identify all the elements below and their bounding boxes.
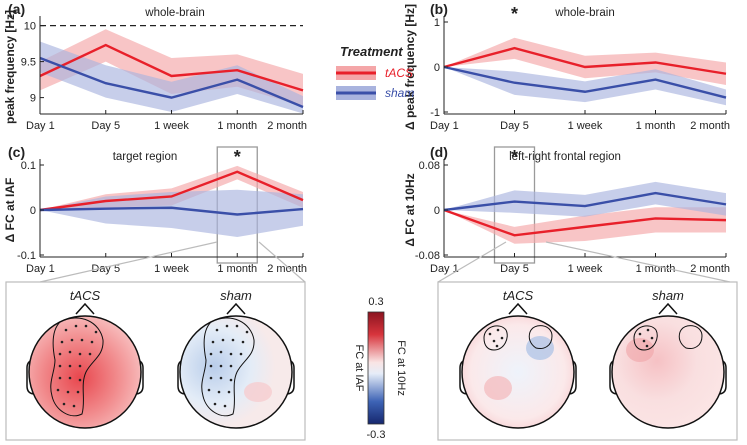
x-tick-label: Day 5: [500, 120, 529, 132]
electrode-dots: [638, 328, 654, 348]
legend-title: Treatment: [340, 44, 403, 59]
topomap-tacs-frontal: [459, 302, 577, 429]
ci-band-sham: [444, 181, 726, 217]
y-axis-label: Δ FC at IAF: [3, 178, 17, 243]
topomap-sham-frontal: [609, 302, 727, 429]
legend-tacs-label: tACS: [385, 66, 413, 80]
y-tick-label: -0.1: [17, 250, 36, 262]
topomap-label: tACS: [70, 288, 101, 303]
electrode-dots: [488, 328, 504, 348]
topomap-label: tACS: [503, 288, 534, 303]
x-tick-label: 1 week: [568, 120, 603, 132]
y-tick-label: -0.08: [415, 250, 440, 262]
panel-title: left-right frontal region: [509, 151, 621, 163]
series-line-sham: [443, 65, 727, 99]
panel-a: (a) whole-brain peak frequency [Hz] 10 9.5 9 D…: [3, 1, 307, 132]
ci-band-tacs: [40, 29, 303, 107]
x-tick-label: Day 5: [500, 263, 529, 275]
y-tick-label: 0: [434, 62, 440, 74]
x-tick-label: 1 week: [154, 263, 189, 275]
x-tick-label: Day 1: [430, 120, 459, 132]
legend: Treatment tACS sham: [336, 44, 414, 100]
electrode-dots: [56, 324, 98, 408]
series-line-tacs: [443, 208, 727, 237]
panel-label: (d): [430, 144, 448, 160]
x-tick-label: Day 1: [26, 263, 55, 275]
series-line-tacs: [443, 46, 727, 75]
panel-label: (c): [8, 144, 25, 160]
topomap-tacs-target: [26, 302, 144, 429]
x-tick-label: 2 month: [690, 263, 730, 275]
zoom-box-c: [5, 281, 306, 441]
zoom-box-d: [437, 281, 738, 441]
x-tick-label: Day 5: [91, 120, 120, 132]
ci-band-tacs: [444, 37, 726, 85]
significance-star: *: [511, 147, 518, 167]
y-tick-label: 10: [24, 21, 36, 33]
y-tick-label: 9.5: [21, 57, 36, 69]
panel-d: (d) left-right frontal region Δ FC at 10Hz…: [403, 144, 730, 275]
y-axis-label: Δ FC at 10Hz: [403, 173, 417, 246]
series-line-sham: [39, 56, 304, 109]
y-tick-label: 0.1: [21, 160, 36, 172]
colorbar: 0.3 -0.3 FC at IAF FC at 10Hz: [353, 296, 407, 441]
series-line-sham: [443, 191, 727, 212]
ci-band-sham: [40, 41, 303, 114]
x-tick-label: 1 week: [154, 120, 189, 132]
electrode-dots: [207, 324, 249, 408]
x-tick-label: 1 week: [568, 263, 603, 275]
x-tick-label: 1 month: [217, 120, 257, 132]
panel-title: target region: [113, 151, 178, 163]
y-tick-label: -1: [430, 107, 440, 119]
y-tick-label: 0: [30, 205, 36, 217]
y-tick-label: 0: [434, 205, 440, 217]
y-tick-label: 0.08: [419, 160, 440, 172]
panel-label: (b): [430, 1, 448, 17]
panel-label: (a): [8, 1, 25, 17]
y-axis-label: peak frequency [Hz]: [3, 10, 17, 124]
y-tick-label: 1: [434, 17, 440, 29]
x-tick-label: 2 month: [267, 120, 307, 132]
zoom-guides: [5, 241, 738, 441]
series-line-tacs: [39, 170, 304, 212]
x-tick-label: 2 month: [690, 120, 730, 132]
colorbar-max: 0.3: [368, 296, 383, 308]
significance-star: *: [511, 4, 518, 24]
x-tick-label: 1 month: [636, 263, 676, 275]
significance-star: *: [234, 147, 241, 167]
legend-sham-label: sham: [385, 86, 414, 100]
y-tick-label: 9: [30, 93, 36, 105]
series-line-sham: [39, 206, 304, 216]
panel-title: whole-brain: [144, 7, 204, 19]
colorbar-min: -0.3: [367, 429, 386, 441]
colorbar-label-left: FC at IAF: [353, 344, 365, 391]
x-tick-label: Day 1: [430, 263, 459, 275]
panel-title: whole-brain: [554, 7, 614, 19]
y-axis-label: Δ peak frequency [Hz]: [403, 4, 417, 130]
series-line-tacs: [39, 43, 304, 92]
x-tick-label: 1 month: [636, 120, 676, 132]
ci-band-sham: [444, 67, 726, 106]
topomap-label: sham: [652, 288, 684, 303]
colorbar-label-right: FC at 10Hz: [395, 340, 407, 396]
x-tick-label: 2 month: [267, 263, 307, 275]
topomap-sham-target: [177, 302, 295, 429]
topomap-label: sham: [220, 288, 252, 303]
x-tick-label: 1 month: [217, 263, 257, 275]
x-tick-label: Day 1: [26, 120, 55, 132]
